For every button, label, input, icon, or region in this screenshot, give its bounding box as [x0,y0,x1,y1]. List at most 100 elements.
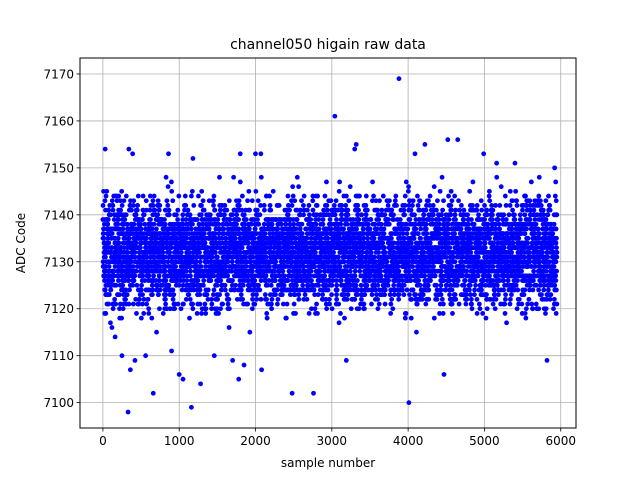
data-point [218,306,223,312]
data-point [375,296,380,302]
data-point [175,207,181,213]
data-point [103,254,108,260]
data-point [390,306,396,312]
data-point [225,301,231,307]
data-point [111,273,117,279]
data-point [465,212,470,218]
data-point [188,226,194,232]
data-point [105,221,111,227]
data-point [110,203,116,208]
data-point [472,292,477,298]
data-point [186,249,192,255]
data-point [297,226,303,232]
data-point [252,273,257,279]
data-point [119,188,125,194]
data-point [293,235,299,241]
data-point [285,193,291,199]
data-point [375,282,381,288]
data-point [415,193,420,199]
data-point [279,292,285,298]
data-point [414,329,419,335]
data-point [386,217,391,222]
data-point [316,217,322,222]
data-point [305,282,311,288]
data-point [474,296,480,302]
data-point [180,212,186,218]
data-point [449,301,455,307]
data-point [150,203,156,208]
data-point [149,282,155,288]
data-point [173,212,179,218]
data-point [257,212,263,218]
data-point [206,226,212,232]
data-point [364,207,370,213]
data-point [165,259,171,265]
data-point [189,193,194,199]
data-point [172,306,178,312]
data-point [287,245,292,251]
data-point [356,217,362,222]
data-point [376,217,382,222]
data-point [139,282,144,288]
data-point [367,226,373,232]
data-point [140,301,145,307]
data-point [165,184,171,190]
data-point [344,221,350,227]
data-point [336,301,342,307]
data-point [118,198,123,204]
data-point [364,282,370,288]
data-point [369,301,374,307]
data-point [441,198,446,204]
data-point [203,264,209,269]
data-point [155,212,161,218]
data-point [103,311,109,316]
data-point [129,207,134,213]
data-point [248,259,254,265]
data-point [211,273,217,279]
data-point [116,193,122,199]
data-point [257,287,263,293]
data-point [401,292,407,298]
data-point [163,278,169,283]
data-point [313,221,319,227]
data-point [267,264,272,269]
data-point [322,193,328,199]
data-point [229,212,235,218]
data-point [406,268,412,274]
data-point [289,203,295,208]
data-point [426,287,432,293]
data-point [281,282,287,288]
data-point [141,212,147,218]
data-point [163,174,169,180]
data-point [394,203,399,208]
data-point [363,193,369,199]
data-point [315,311,320,316]
data-point [420,292,426,298]
data-point [213,235,219,241]
data-point [254,296,260,302]
data-point [439,296,445,302]
data-point [223,264,229,269]
data-point [100,259,106,265]
data-point [287,292,293,298]
data-point [376,301,382,307]
data-point [472,278,478,283]
data-point [474,203,480,208]
data-point [331,203,337,208]
data-point [283,315,289,321]
data-point [268,245,274,251]
data-point [161,259,167,265]
data-point [320,221,326,227]
data-point [150,198,156,204]
data-point [347,184,353,190]
data-point [200,198,206,204]
data-point [256,221,262,227]
data-point [396,296,402,302]
data-point [327,301,332,307]
data-point [303,226,309,232]
data-point [138,221,144,227]
data-point [230,278,235,283]
data-point [336,320,342,326]
data-point [187,315,192,321]
data-point [408,315,414,321]
